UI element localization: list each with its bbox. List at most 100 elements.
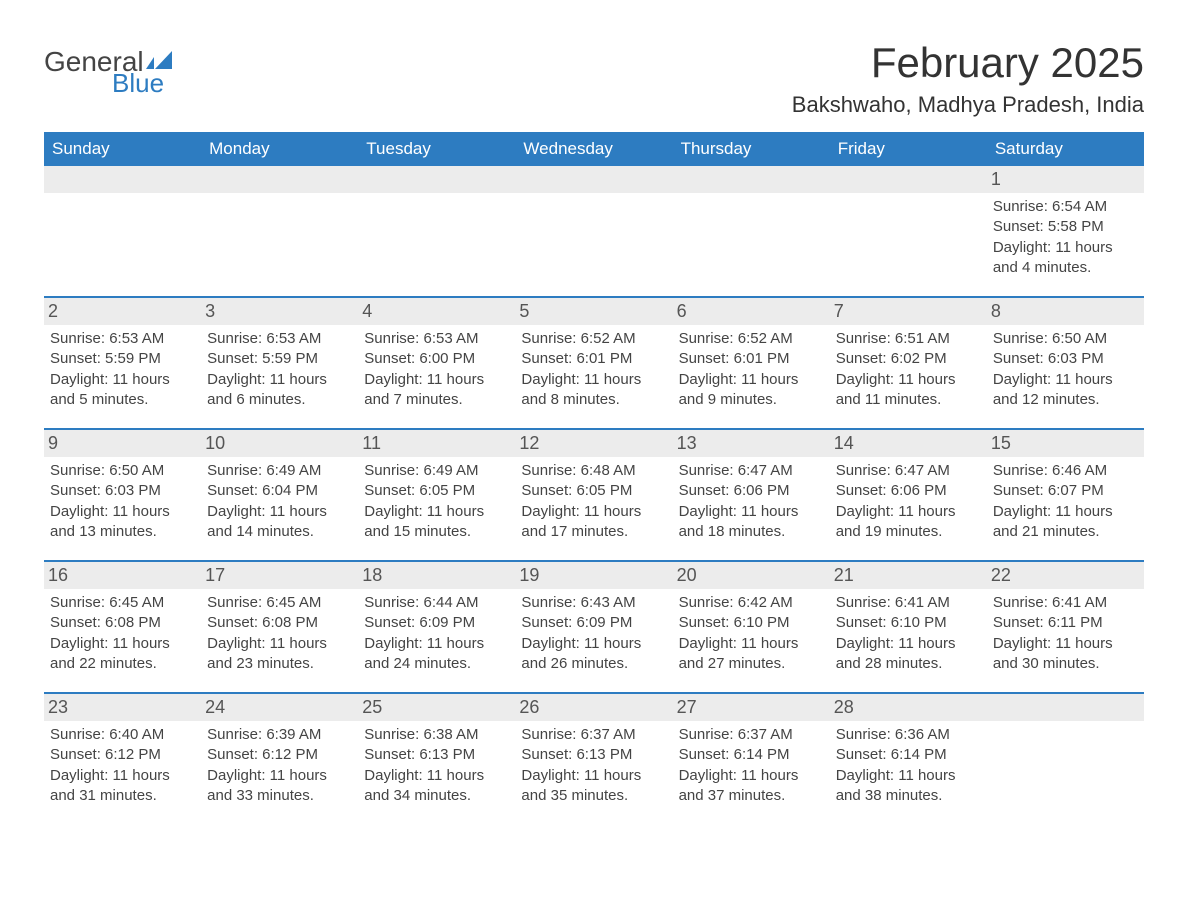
day-details: Sunrise: 6:45 AMSunset: 6:08 PMDaylight:… <box>207 593 352 674</box>
calendar-day <box>44 166 201 296</box>
header: General Blue February 2025 Bakshwaho, Ma… <box>44 40 1144 118</box>
day-detail-line: Sunset: 6:03 PM <box>993 349 1138 369</box>
day-detail-line: Daylight: 11 hours and 14 minutes. <box>207 502 352 543</box>
calendar-day: 20 Sunrise: 6:42 AMSunset: 6:10 PMDayligh… <box>673 562 830 692</box>
day-detail-line: Daylight: 11 hours and 12 minutes. <box>993 370 1138 411</box>
day-details: Sunrise: 6:42 AMSunset: 6:10 PMDaylight:… <box>679 593 824 674</box>
day-detail-line: Daylight: 11 hours and 28 minutes. <box>836 634 981 675</box>
day-detail-line: Daylight: 11 hours and 23 minutes. <box>207 634 352 675</box>
calendar-day: 4Sunrise: 6:53 AMSunset: 6:00 PMDaylight… <box>358 298 515 428</box>
day-detail-line: Sunrise: 6:40 AM <box>50 725 195 745</box>
day-detail-line: Sunrise: 6:51 AM <box>836 329 981 349</box>
day-detail-line: Sunset: 6:09 PM <box>364 613 509 633</box>
calendar-day: 26 Sunrise: 6:37 AMSunset: 6:13 PMDayligh… <box>515 694 672 824</box>
calendar-day: 7Sunrise: 6:51 AMSunset: 6:02 PMDaylight… <box>830 298 987 428</box>
day-number <box>358 166 515 193</box>
calendar-day: 6 Sunrise: 6:52 AMSunset: 6:01 PMDaylight… <box>673 298 830 428</box>
day-detail-line: Sunrise: 6:49 AM <box>207 461 352 481</box>
day-detail-line: Daylight: 11 hours and 7 minutes. <box>364 370 509 411</box>
day-detail-line: Sunrise: 6:54 AM <box>993 197 1138 217</box>
day-detail-line: Sunrise: 6:48 AM <box>521 461 666 481</box>
day-number: 27 <box>673 694 830 721</box>
day-detail-line: Daylight: 11 hours and 19 minutes. <box>836 502 981 543</box>
day-detail-line: Sunset: 6:11 PM <box>993 613 1138 633</box>
day-number: 3 <box>201 298 358 325</box>
day-details: Sunrise: 6:47 AMSunset: 6:06 PMDaylight:… <box>836 461 981 542</box>
day-details: Sunrise: 6:41 AMSunset: 6:10 PMDaylight:… <box>836 593 981 674</box>
day-detail-line: Sunset: 6:00 PM <box>364 349 509 369</box>
day-details: Sunrise: 6:45 AMSunset: 6:08 PMDaylight:… <box>50 593 195 674</box>
calendar-day <box>358 166 515 296</box>
day-number: 2 <box>44 298 201 325</box>
calendar-day: 23Sunrise: 6:40 AMSunset: 6:12 PMDayligh… <box>44 694 201 824</box>
day-number: 26 <box>515 694 672 721</box>
page-title: February 2025 <box>792 40 1144 86</box>
day-details: Sunrise: 6:36 AMSunset: 6:14 PMDaylight:… <box>836 725 981 806</box>
day-details: Sunrise: 6:37 AMSunset: 6:13 PMDaylight:… <box>521 725 666 806</box>
day-detail-line: Daylight: 11 hours and 17 minutes. <box>521 502 666 543</box>
day-detail-line: Sunset: 6:01 PM <box>521 349 666 369</box>
day-details: Sunrise: 6:43 AMSunset: 6:09 PMDaylight:… <box>521 593 666 674</box>
day-detail-line: Daylight: 11 hours and 5 minutes. <box>50 370 195 411</box>
day-number <box>44 166 201 193</box>
day-number: 5 <box>515 298 672 325</box>
day-detail-line: Sunrise: 6:49 AM <box>364 461 509 481</box>
day-detail-line: Sunrise: 6:50 AM <box>993 329 1138 349</box>
day-details: Sunrise: 6:44 AMSunset: 6:09 PMDaylight:… <box>364 593 509 674</box>
day-detail-line: Sunrise: 6:52 AM <box>679 329 824 349</box>
day-details: Sunrise: 6:54 AMSunset: 5:58 PMDaylight:… <box>993 197 1138 278</box>
calendar-day: 2 Sunrise: 6:53 AMSunset: 5:59 PMDaylight… <box>44 298 201 428</box>
calendar-day: 28 Sunrise: 6:36 AMSunset: 6:14 PMDayligh… <box>830 694 987 824</box>
day-details: Sunrise: 6:41 AMSunset: 6:11 PMDaylight:… <box>993 593 1138 674</box>
calendar-day <box>987 694 1144 824</box>
day-number: 4 <box>358 298 515 325</box>
day-detail-line: Sunset: 6:14 PM <box>679 745 824 765</box>
calendar-day: 16Sunrise: 6:45 AMSunset: 6:08 PMDayligh… <box>44 562 201 692</box>
day-number: 8 <box>987 298 1144 325</box>
day-number: 28 <box>830 694 987 721</box>
title-block: February 2025 Bakshwaho, Madhya Pradesh,… <box>792 40 1144 118</box>
calendar-day: 27Sunrise: 6:37 AMSunset: 6:14 PMDayligh… <box>673 694 830 824</box>
day-detail-line: Daylight: 11 hours and 33 minutes. <box>207 766 352 807</box>
day-details: Sunrise: 6:40 AMSunset: 6:12 PMDaylight:… <box>50 725 195 806</box>
day-detail-line: Daylight: 11 hours and 9 minutes. <box>679 370 824 411</box>
day-detail-line: Sunset: 5:59 PM <box>50 349 195 369</box>
day-detail-line: Sunrise: 6:53 AM <box>207 329 352 349</box>
day-detail-line: Sunset: 6:10 PM <box>836 613 981 633</box>
day-detail-line: Sunset: 6:12 PM <box>50 745 195 765</box>
day-details: Sunrise: 6:47 AMSunset: 6:06 PMDaylight:… <box>679 461 824 542</box>
calendar-week: 1 Sunrise: 6:54 AMSunset: 5:58 PMDaylight… <box>44 166 1144 296</box>
calendar-weeks: 1 Sunrise: 6:54 AMSunset: 5:58 PMDaylight… <box>44 166 1144 824</box>
day-number: 14 <box>830 430 987 457</box>
day-number: 10 <box>201 430 358 457</box>
day-number: 7 <box>830 298 987 325</box>
day-detail-line: Sunrise: 6:41 AM <box>993 593 1138 613</box>
day-details: Sunrise: 6:53 AMSunset: 5:59 PMDaylight:… <box>207 329 352 410</box>
day-number: 12 <box>515 430 672 457</box>
day-details: Sunrise: 6:38 AMSunset: 6:13 PMDaylight:… <box>364 725 509 806</box>
calendar: SundayMondayTuesdayWednesdayThursdayFrid… <box>44 132 1144 824</box>
day-number: 20 <box>673 562 830 589</box>
weekday-header: Wednesday <box>515 132 672 166</box>
day-number: 1 <box>987 166 1144 193</box>
day-details: Sunrise: 6:53 AMSunset: 5:59 PMDaylight:… <box>50 329 195 410</box>
calendar-day: 10 Sunrise: 6:49 AMSunset: 6:04 PMDayligh… <box>201 430 358 560</box>
day-detail-line: Sunset: 6:06 PM <box>679 481 824 501</box>
day-detail-line: Daylight: 11 hours and 27 minutes. <box>679 634 824 675</box>
calendar-day <box>201 166 358 296</box>
calendar-day: 3 Sunrise: 6:53 AMSunset: 5:59 PMDaylight… <box>201 298 358 428</box>
day-number: 13 <box>673 430 830 457</box>
day-details: Sunrise: 6:50 AMSunset: 6:03 PMDaylight:… <box>993 329 1138 410</box>
calendar-day: 18Sunrise: 6:44 AMSunset: 6:09 PMDayligh… <box>358 562 515 692</box>
day-number: 6 <box>673 298 830 325</box>
calendar-day: 8 Sunrise: 6:50 AMSunset: 6:03 PMDaylight… <box>987 298 1144 428</box>
day-detail-line: Daylight: 11 hours and 8 minutes. <box>521 370 666 411</box>
day-detail-line: Sunrise: 6:38 AM <box>364 725 509 745</box>
day-number: 21 <box>830 562 987 589</box>
day-detail-line: Daylight: 11 hours and 22 minutes. <box>50 634 195 675</box>
day-number <box>673 166 830 193</box>
day-number: 15 <box>987 430 1144 457</box>
day-details: Sunrise: 6:52 AMSunset: 6:01 PMDaylight:… <box>679 329 824 410</box>
day-details: Sunrise: 6:49 AMSunset: 6:04 PMDaylight:… <box>207 461 352 542</box>
calendar-day: 24Sunrise: 6:39 AMSunset: 6:12 PMDayligh… <box>201 694 358 824</box>
